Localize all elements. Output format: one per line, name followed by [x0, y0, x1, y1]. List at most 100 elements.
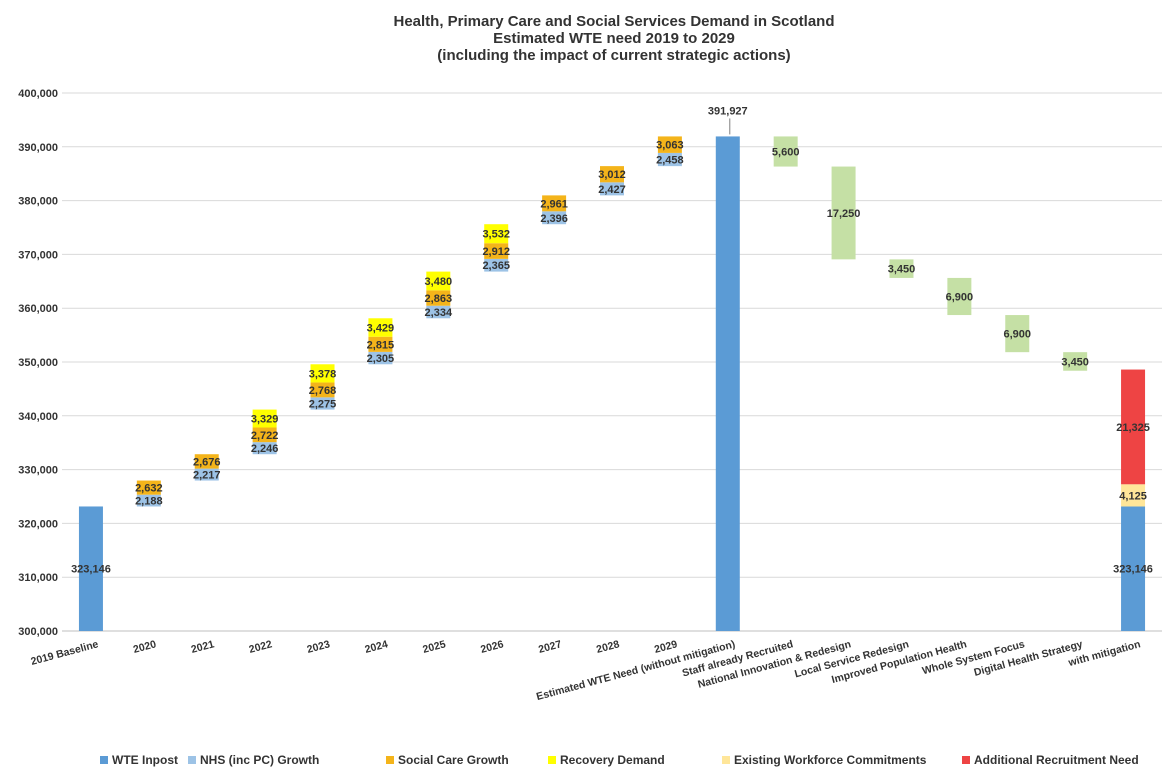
data-label: 2,246 [251, 443, 279, 455]
bar-segment [194, 454, 219, 469]
mitigation-bar [1005, 315, 1030, 353]
legend-swatch [548, 756, 556, 764]
x-category-label: 2026 [479, 638, 505, 656]
bar-segment [542, 195, 567, 212]
legend-item: Additional Recruitment Need [962, 753, 1139, 767]
bar-segment [484, 224, 509, 244]
y-tick-label: 300,000 [18, 626, 58, 638]
chart-title-line-2: Estimated WTE need 2019 to 2029 [493, 30, 735, 47]
x-category-label: 2028 [595, 638, 621, 656]
data-label: 2,188 [135, 496, 163, 508]
data-label: 21,325 [1116, 422, 1150, 434]
legend-swatch [962, 756, 970, 764]
legend-item: WTE Inpost [100, 753, 178, 767]
y-tick-label: 350,000 [18, 357, 58, 369]
bar-segment [542, 211, 567, 225]
legend-label: Recovery Demand [560, 753, 665, 767]
bar-segment [136, 494, 161, 507]
data-label: 323,146 [71, 563, 111, 575]
bar-segment [600, 166, 624, 183]
x-category-label: 2023 [306, 638, 332, 656]
chart-title-line-3: (including the impact of current strateg… [437, 47, 790, 64]
legend-item: Existing Workforce Commitments [722, 753, 927, 767]
y-axis-ticks: 300,000 310,000 320,000 330,000 340,000 350,0… [18, 88, 58, 638]
x-category-label: 2019 Baseline [30, 638, 100, 668]
bar-segment [1121, 484, 1146, 507]
data-label: 2,632 [135, 483, 163, 495]
data-label: 2,458 [656, 155, 684, 167]
data-label: 2,912 [482, 246, 510, 258]
data-label: 3,329 [251, 414, 279, 426]
legend-label: Additional Recruitment Need [974, 753, 1139, 767]
data-label: 2,396 [540, 213, 568, 225]
x-category-label: 2020 [132, 638, 158, 656]
data-label: 2,815 [367, 339, 395, 351]
y-tick-label: 390,000 [18, 142, 58, 154]
data-label: 5,600 [772, 146, 800, 158]
data-label: 3,532 [482, 229, 510, 241]
bar-segment [194, 468, 219, 481]
bar-segment [715, 136, 740, 631]
data-label: 2,275 [309, 398, 337, 410]
bar-segment [600, 182, 624, 196]
data-label: 2,305 [367, 353, 395, 365]
data-label: 2,217 [193, 470, 221, 482]
legend-label: NHS (inc PC) Growth [200, 753, 319, 767]
x-category-label: 2027 [537, 638, 563, 656]
mitigation-bar [831, 166, 856, 260]
data-label: 6,900 [1003, 329, 1031, 341]
mitigation-bar [773, 136, 798, 167]
legend-label: WTE Inpost [112, 753, 178, 767]
data-label: 2,722 [251, 430, 279, 442]
mitigation-bar [1063, 352, 1088, 371]
y-tick-label: 340,000 [18, 411, 58, 423]
data-label: 3,480 [425, 276, 453, 288]
bar-segment [426, 271, 451, 291]
data-label: 323,146 [1113, 563, 1153, 575]
bar-segment [657, 152, 682, 167]
x-axis-category-labels: 2019 Baseline 2020 2021 2022 2023 2024 2025 202… [30, 638, 1142, 703]
chart-title-line-1: Health, Primary Care and Social Services… [394, 13, 835, 30]
data-label: 3,450 [888, 264, 916, 276]
mitigation-bar [947, 277, 972, 316]
bar-segment [252, 427, 277, 443]
legend-label: Social Care Growth [398, 753, 509, 767]
data-label: 17,250 [827, 208, 861, 220]
x-category-label: 2024 [364, 638, 390, 656]
data-label: 3,378 [309, 368, 337, 380]
bar-segment [484, 258, 509, 272]
bar-segment [252, 442, 277, 455]
data-label: 3,063 [656, 140, 684, 152]
bar-segment [1121, 369, 1146, 485]
legend-label: Existing Workforce Commitments [734, 753, 927, 767]
bar-segment [78, 506, 103, 631]
data-label: 2,863 [425, 293, 453, 305]
mitigation-bar [889, 259, 914, 278]
data-label: 4,125 [1119, 490, 1147, 502]
y-tick-label: 310,000 [18, 572, 58, 584]
bar-segment [310, 382, 335, 398]
bar-segment [368, 336, 393, 352]
bar-segment [368, 318, 393, 337]
y-tick-label: 400,000 [18, 88, 58, 100]
data-label: 6,900 [946, 291, 974, 303]
x-category-label: 2021 [190, 638, 216, 656]
bar-segment [310, 364, 335, 383]
y-tick-label: 380,000 [18, 196, 58, 208]
bar-segment [426, 290, 451, 306]
bar-segment [484, 243, 509, 259]
legend: WTE Inpost NHS (inc PC) Growth Social Care… [100, 753, 1139, 767]
total-data-label: 391,927 [708, 105, 748, 117]
y-tick-label: 370,000 [18, 249, 58, 261]
bar-segment [252, 409, 277, 428]
gridlines [62, 92, 1162, 632]
legend-swatch [386, 756, 394, 764]
bar-segment [368, 351, 393, 365]
data-label: 2,365 [482, 260, 510, 272]
data-label: 2,427 [598, 184, 626, 196]
x-category-label: 2022 [248, 638, 274, 656]
legend-swatch [722, 756, 730, 764]
data-label: 2,961 [540, 198, 568, 210]
